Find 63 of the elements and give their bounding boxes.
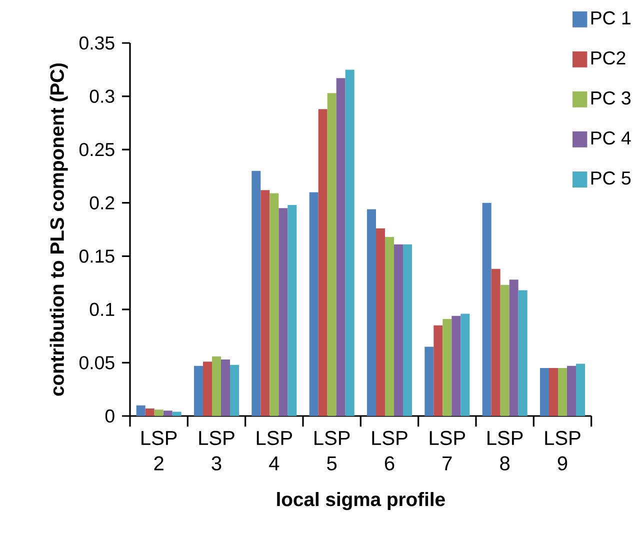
bar bbox=[202, 362, 212, 416]
bar bbox=[318, 109, 328, 416]
bar bbox=[540, 368, 549, 416]
bar bbox=[500, 284, 510, 416]
x-tick-label: LSP 3 bbox=[199, 430, 234, 470]
legend-label: PC 4 bbox=[591, 131, 631, 145]
bar bbox=[576, 364, 585, 416]
bar bbox=[336, 78, 346, 416]
bar bbox=[288, 204, 297, 416]
y-tick-label: 0 bbox=[105, 409, 114, 423]
bar bbox=[452, 316, 461, 416]
bar bbox=[509, 280, 518, 416]
legend-label: PC 3 bbox=[591, 91, 631, 105]
x-tick-label: LSP 5 bbox=[314, 430, 350, 470]
x-tick-label: LSP 7 bbox=[430, 430, 465, 470]
bar bbox=[252, 170, 261, 416]
legend-label: PC2 bbox=[591, 51, 626, 65]
x-tick-label: LSP 2 bbox=[142, 430, 177, 470]
x-tick-label: LSP 9 bbox=[545, 430, 580, 470]
y-tick-label: 0.35 bbox=[79, 36, 114, 50]
bar bbox=[194, 366, 203, 416]
y-tick-label: 0.1 bbox=[90, 302, 114, 316]
y-tick-label: 0.3 bbox=[90, 90, 114, 103]
bar bbox=[278, 208, 288, 416]
bar bbox=[230, 364, 239, 416]
bar bbox=[434, 325, 443, 416]
x-tick-label: LSP 6 bbox=[372, 430, 408, 470]
bar bbox=[385, 236, 394, 416]
bar bbox=[482, 202, 492, 416]
bar bbox=[136, 405, 146, 416]
bar bbox=[424, 346, 434, 416]
bar bbox=[491, 268, 500, 416]
x-tick-label: LSP 4 bbox=[256, 430, 292, 470]
bar bbox=[221, 360, 230, 416]
x-axis-title: local sigma profile bbox=[277, 492, 445, 510]
bar bbox=[367, 209, 376, 416]
bar bbox=[212, 356, 221, 416]
bar bbox=[145, 408, 154, 416]
bar bbox=[558, 368, 567, 416]
bar bbox=[163, 410, 172, 416]
bar bbox=[460, 314, 470, 416]
bar bbox=[309, 192, 318, 416]
bar bbox=[518, 290, 528, 416]
y-tick-label: 0.2 bbox=[90, 196, 114, 210]
y-axis-title: contribution to PLS component (PC) bbox=[50, 63, 68, 396]
bar bbox=[327, 93, 336, 416]
bar bbox=[402, 244, 412, 416]
bar bbox=[376, 228, 385, 416]
legend-label: PC 5 bbox=[591, 171, 631, 185]
y-tick-label: 0.05 bbox=[79, 356, 114, 370]
bar bbox=[394, 244, 403, 416]
x-tick-label: LSP 8 bbox=[488, 430, 523, 470]
bar bbox=[345, 70, 354, 416]
legend-label: PC 1 bbox=[591, 11, 630, 25]
y-tick-label: 0.25 bbox=[79, 142, 114, 156]
y-tick-label: 0.15 bbox=[79, 250, 114, 263]
bar bbox=[154, 410, 164, 416]
bar bbox=[270, 193, 279, 416]
bar bbox=[566, 366, 576, 416]
bar bbox=[260, 190, 270, 416]
bar bbox=[172, 412, 182, 416]
bar bbox=[442, 319, 452, 416]
bar bbox=[548, 368, 558, 416]
